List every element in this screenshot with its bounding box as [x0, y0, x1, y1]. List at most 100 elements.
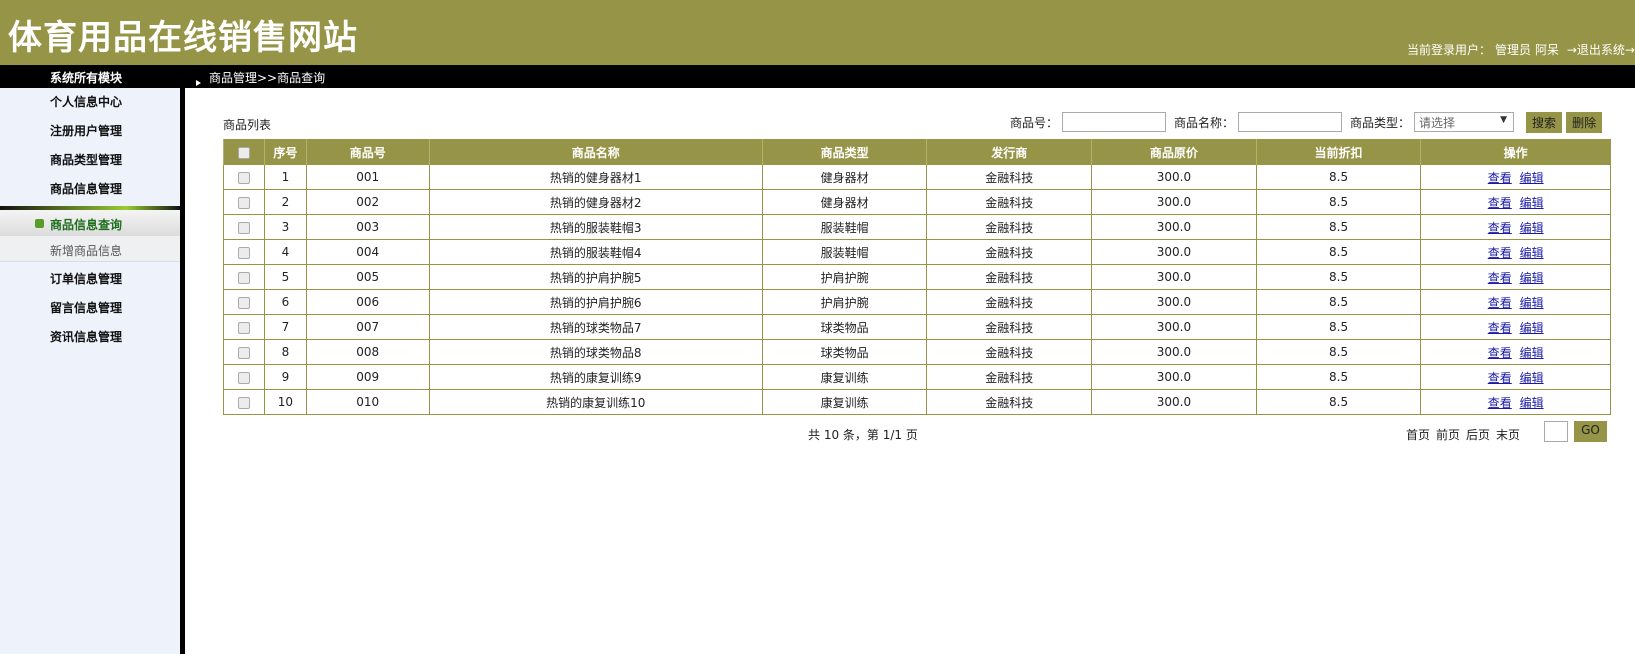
row-checkbox[interactable] [237, 246, 250, 259]
edit-link[interactable]: 编辑 [1519, 320, 1544, 335]
last-page-link[interactable]: 末页 [1496, 428, 1521, 442]
table-cell: 服装鞋帽 [761, 239, 928, 265]
select-all-checkbox[interactable] [237, 146, 250, 159]
row-checkbox[interactable] [237, 171, 250, 184]
edit-link[interactable]: 编辑 [1519, 370, 1544, 385]
row-checkbox[interactable] [237, 271, 250, 284]
view-link[interactable]: 查看 [1487, 395, 1512, 410]
view-link[interactable]: 查看 [1487, 345, 1512, 360]
table-cell: 300.0 [1091, 314, 1257, 340]
table-cell: 热销的康复训练10 [428, 389, 763, 415]
edit-link[interactable]: 编辑 [1519, 270, 1544, 285]
view-link[interactable]: 查看 [1487, 370, 1512, 385]
table-cell: 7 [263, 314, 307, 340]
sidebar-divider [0, 206, 180, 210]
edit-link[interactable]: 编辑 [1519, 195, 1544, 210]
table-cell: 9 [263, 364, 307, 390]
row-checkbox[interactable] [237, 396, 250, 409]
table-cell: 6 [263, 289, 307, 315]
table-cell: 004 [305, 239, 430, 265]
table-cell: 金融科技 [926, 239, 1093, 265]
select-value: 请选择 [1419, 116, 1456, 130]
sidebar-subitem-active[interactable]: 商品信息查询 [0, 210, 180, 236]
table-cell: 4 [263, 239, 307, 265]
delete-button[interactable]: 删除 [1566, 111, 1603, 133]
product-type-select[interactable]: 请选择 ▼ [1414, 112, 1515, 132]
table-cell: 球类物品 [761, 339, 928, 365]
sidebar-item[interactable]: 商品类型管理 [50, 153, 123, 167]
row-select-cell [223, 189, 265, 215]
go-button[interactable]: GO [1574, 421, 1607, 442]
table-row: 5 005 热销的护肩护腕5 护肩护腕 金融科技 300.0 8.5 查看 编辑 [223, 264, 1611, 290]
table-cell: 健身器材 [761, 189, 928, 215]
table-cell: 热销的护肩护腕5 [428, 264, 763, 290]
table-cell: 服装鞋帽 [761, 214, 928, 240]
table-cell: 护肩护腕 [761, 264, 928, 290]
view-link[interactable]: 查看 [1487, 270, 1512, 285]
actions-cell: 查看 编辑 [1420, 314, 1611, 340]
table-cell: 300.0 [1091, 264, 1257, 290]
table-row: 1 001 热销的健身器材1 健身器材 金融科技 300.0 8.5 查看 编辑 [223, 164, 1611, 190]
table-cell: 002 [305, 189, 430, 215]
search-button[interactable]: 搜索 [1526, 111, 1563, 133]
table-row: 6 006 热销的护肩护腕6 护肩护腕 金融科技 300.0 8.5 查看 编辑 [223, 289, 1611, 315]
row-checkbox[interactable] [237, 221, 250, 234]
view-link[interactable]: 查看 [1487, 320, 1512, 335]
logout-link[interactable]: →退出系统→ [1566, 43, 1635, 57]
view-link[interactable]: 查看 [1487, 195, 1512, 210]
arrow-right-icon [35, 219, 44, 228]
sidebar-item[interactable]: 资讯信息管理 [50, 330, 123, 344]
table-cell: 康复训练 [761, 364, 928, 390]
edit-link[interactable]: 编辑 [1519, 245, 1544, 260]
row-select-cell [223, 239, 265, 265]
edit-link[interactable]: 编辑 [1519, 345, 1544, 360]
sidebar-item[interactable]: 个人信息中心 [50, 95, 123, 109]
view-link[interactable]: 查看 [1487, 245, 1512, 260]
row-checkbox[interactable] [237, 371, 250, 384]
table-cell: 8.5 [1255, 264, 1422, 290]
first-page-link[interactable]: 首页 [1406, 428, 1431, 442]
table-cell: 热销的健身器材1 [428, 164, 763, 190]
column-header: 商品类型 [761, 139, 927, 165]
prev-page-link[interactable]: 前页 [1436, 428, 1461, 442]
view-link[interactable]: 查看 [1487, 170, 1512, 185]
sidebar-item[interactable]: 商品信息管理 [50, 182, 123, 196]
sidebar-subitem-label: 商品信息查询 [50, 218, 123, 232]
module-title: 系统所有模块 [50, 71, 123, 85]
id-label: 商品号： [1010, 115, 1059, 130]
row-checkbox[interactable] [237, 296, 250, 309]
column-header: 商品原价 [1091, 139, 1257, 165]
edit-link[interactable]: 编辑 [1519, 220, 1544, 235]
sidebar-item[interactable]: 留言信息管理 [50, 301, 123, 315]
table-cell: 球类物品 [761, 314, 928, 340]
table-cell: 1 [263, 164, 307, 190]
row-select-cell [223, 389, 265, 415]
sidebar-item[interactable]: 订单信息管理 [50, 272, 123, 286]
table-cell: 金融科技 [926, 364, 1093, 390]
next-page-link[interactable]: 后页 [1466, 428, 1491, 442]
actions-cell: 查看 编辑 [1420, 164, 1611, 190]
row-checkbox[interactable] [237, 346, 250, 359]
user-info: 当前登录用户： 管理员 阿呆 →退出系统→ [1403, 41, 1635, 58]
table-cell: 热销的健身器材2 [428, 189, 763, 215]
table-cell: 3 [263, 214, 307, 240]
column-header: 发行商 [926, 139, 1092, 165]
table-cell: 热销的护肩护腕6 [428, 289, 763, 315]
page-input[interactable] [1544, 421, 1569, 442]
sidebar-item[interactable]: 注册用户管理 [50, 124, 123, 138]
table-cell: 300.0 [1091, 189, 1257, 215]
arrow-icon [196, 80, 201, 86]
product-id-input[interactable] [1062, 112, 1167, 132]
row-checkbox[interactable] [237, 321, 250, 334]
actions-cell: 查看 编辑 [1420, 264, 1611, 290]
column-header: 商品名称 [428, 139, 763, 165]
product-name-input[interactable] [1238, 112, 1343, 132]
edit-link[interactable]: 编辑 [1519, 295, 1544, 310]
view-link[interactable]: 查看 [1487, 220, 1512, 235]
edit-link[interactable]: 编辑 [1519, 170, 1544, 185]
sidebar-subitem[interactable]: 新增商品信息 [0, 236, 180, 262]
table-cell: 005 [305, 264, 430, 290]
view-link[interactable]: 查看 [1487, 295, 1512, 310]
edit-link[interactable]: 编辑 [1519, 395, 1544, 410]
row-checkbox[interactable] [237, 196, 250, 209]
